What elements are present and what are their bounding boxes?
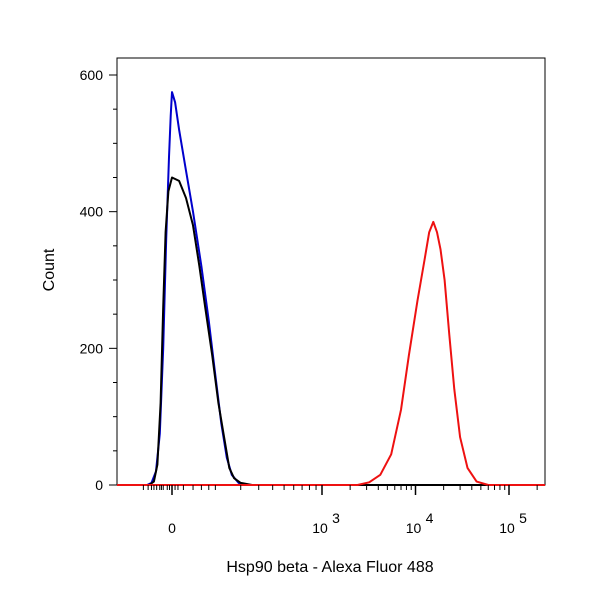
series-layer bbox=[117, 91, 545, 486]
x-tick-exponent: 5 bbox=[519, 510, 527, 526]
x-axis-title: Hsp90 beta - Alexa Fluor 488 bbox=[226, 559, 433, 576]
x-tick-label: 10 bbox=[499, 520, 515, 536]
histogram-series-3 bbox=[117, 220, 545, 486]
y-tick-label: 200 bbox=[80, 340, 104, 356]
x-tick-label: 10 bbox=[406, 520, 422, 536]
y-tick-label: 600 bbox=[80, 67, 104, 83]
y-axis: 0 200 400 600 bbox=[80, 67, 117, 493]
histogram-series-1 bbox=[117, 91, 545, 486]
histogram-series-2 bbox=[117, 176, 545, 486]
x-tick-label: 0 bbox=[168, 520, 176, 536]
x-tick-exponent: 4 bbox=[426, 510, 434, 526]
y-tick-label: 0 bbox=[95, 477, 103, 493]
y-axis-title: Count bbox=[41, 248, 58, 291]
x-tick-label: 10 bbox=[312, 520, 328, 536]
y-tick-label: 400 bbox=[80, 204, 104, 220]
plot-frame bbox=[116, 57, 546, 486]
x-tick-exponent: 3 bbox=[332, 510, 340, 526]
